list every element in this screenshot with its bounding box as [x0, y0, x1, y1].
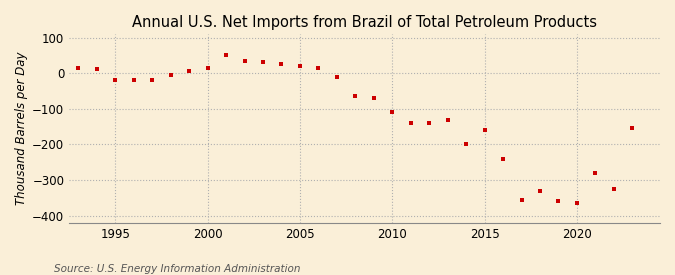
Text: Source: U.S. Energy Information Administration: Source: U.S. Energy Information Administ…: [54, 264, 300, 274]
Y-axis label: Thousand Barrels per Day: Thousand Barrels per Day: [15, 52, 28, 205]
Title: Annual U.S. Net Imports from Brazil of Total Petroleum Products: Annual U.S. Net Imports from Brazil of T…: [132, 15, 597, 30]
